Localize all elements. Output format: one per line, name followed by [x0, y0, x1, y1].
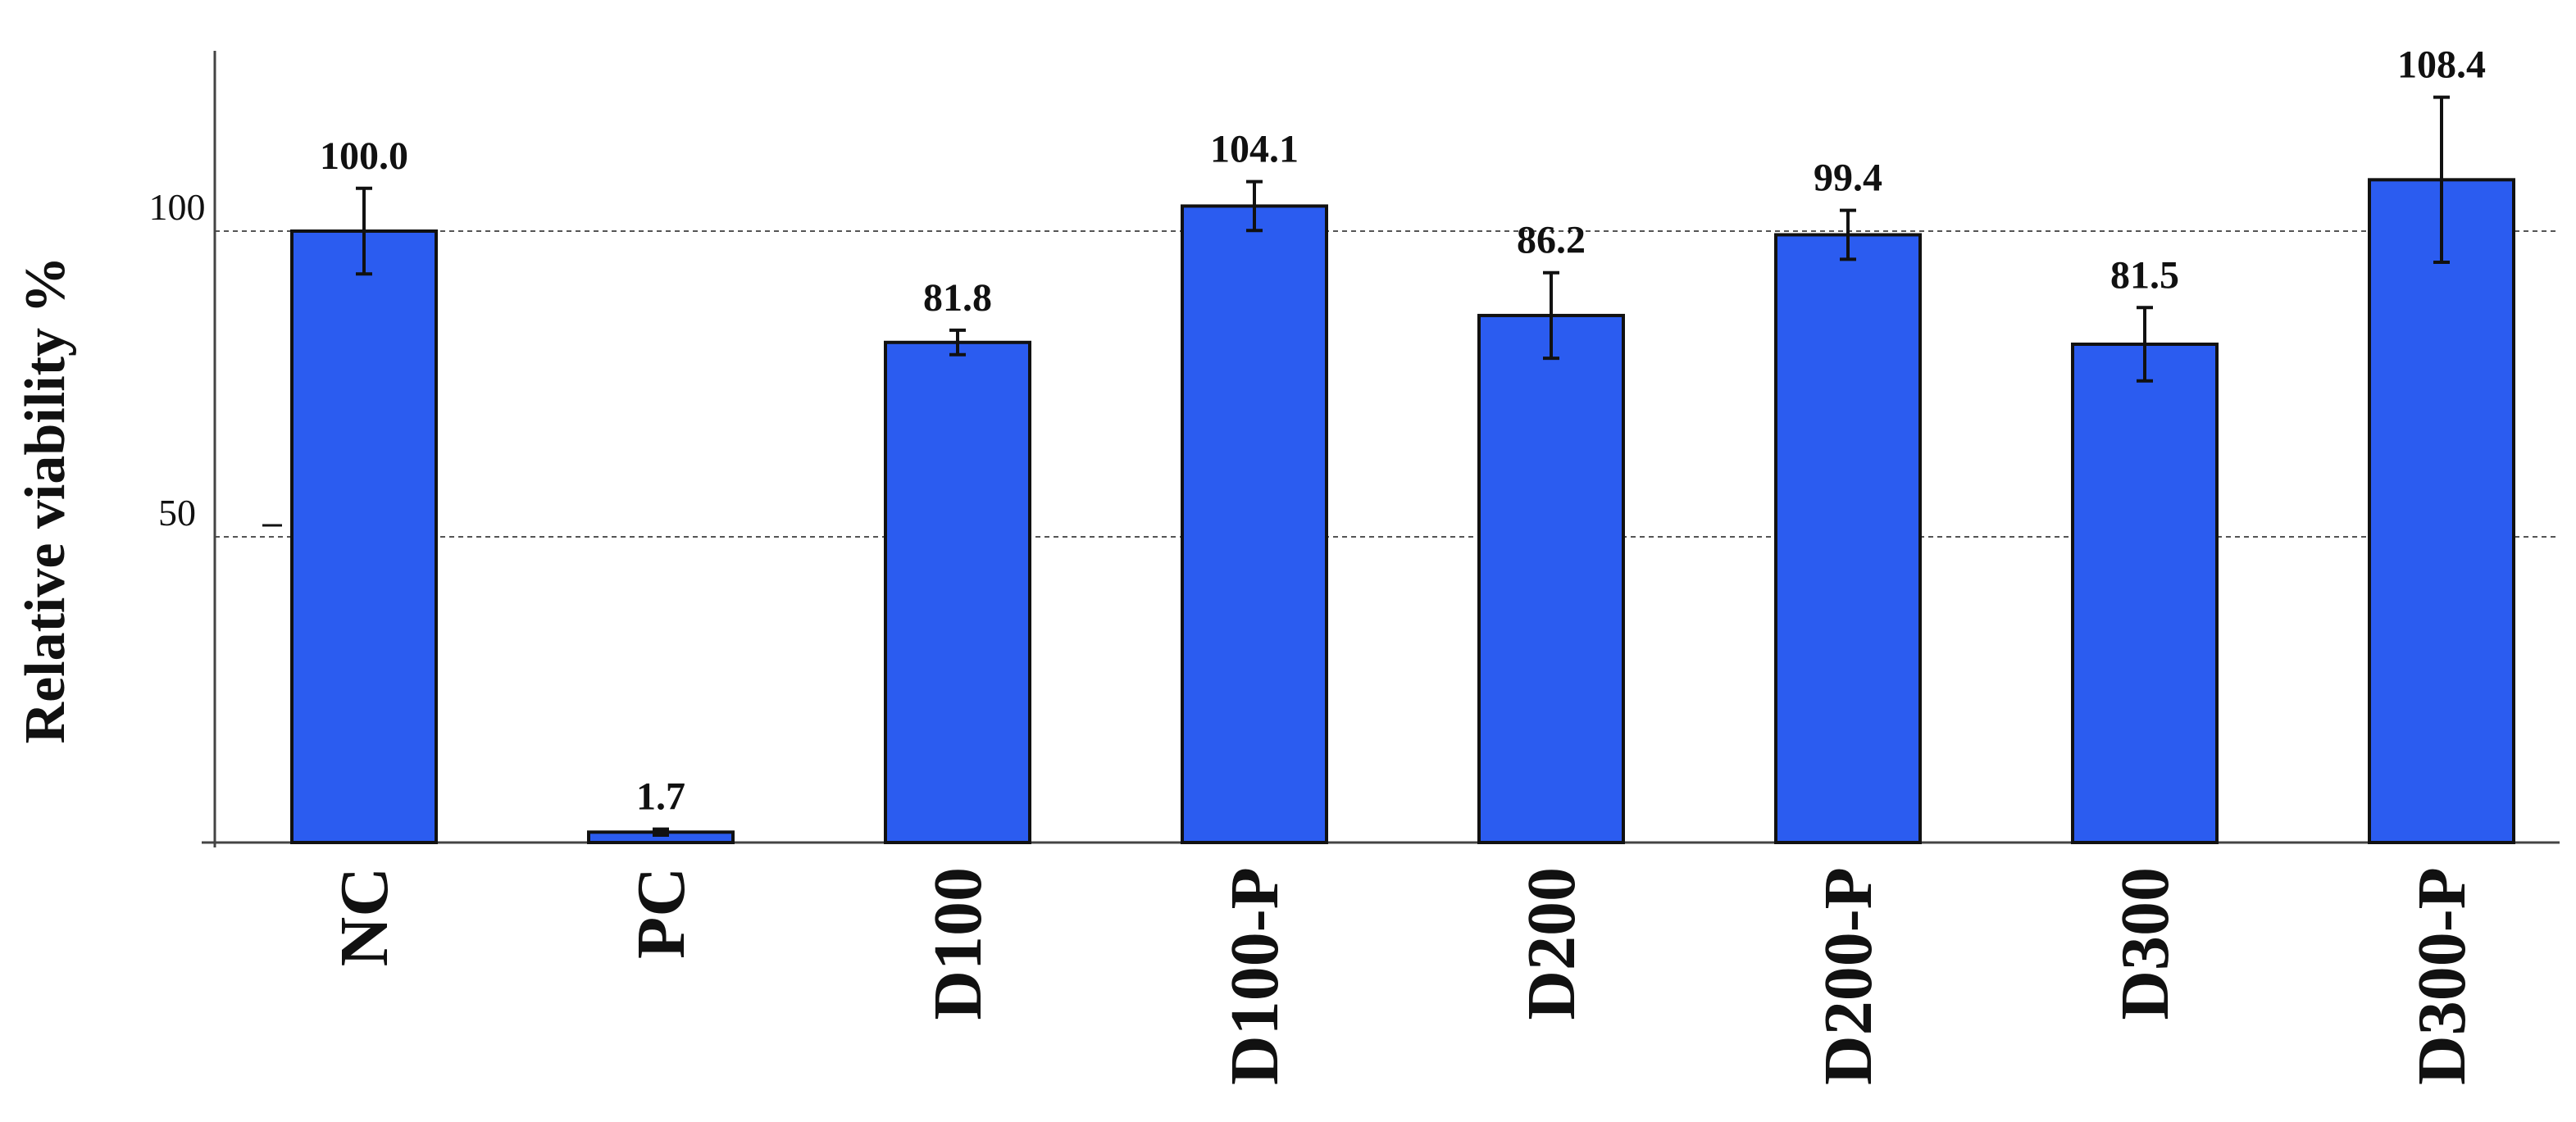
data-label-d200-p: 99.4	[1814, 157, 1882, 200]
data-label-d200: 86.2	[1517, 219, 1586, 262]
category-label-d300: D300	[2107, 867, 2183, 1020]
category-label-pc: PC	[623, 867, 699, 959]
category-label-d300-p: D300-P	[2404, 867, 2480, 1085]
category-label-d200: D200	[1513, 867, 1590, 1020]
y-tick-label-100: 100	[149, 186, 206, 228]
bar-d300-p	[2368, 178, 2515, 844]
bar-nc	[290, 229, 438, 844]
data-label-d100: 81.8	[923, 276, 992, 320]
y-axis-title: Relative viability %	[14, 257, 77, 744]
y-tick-label-50: 50	[158, 492, 196, 534]
data-label-d300-p: 108.4	[2397, 43, 2486, 87]
category-label-nc: NC	[326, 867, 403, 966]
category-label-d200-p: D200-P	[1810, 867, 1886, 1085]
category-label-d100: D100	[920, 867, 996, 1020]
data-label-d100-p: 104.1	[1210, 128, 1299, 171]
gridlines	[215, 230, 2560, 538]
data-label-d300: 81.5	[2110, 253, 2179, 297]
data-label-pc: 1.7	[636, 775, 685, 819]
bar-d100	[884, 340, 1031, 845]
bar-d100-p	[1181, 204, 1328, 844]
bars	[290, 95, 2515, 845]
bar-d200	[1477, 313, 1625, 844]
bar-d200-p	[1774, 233, 1922, 844]
bar-d300	[2071, 343, 2219, 844]
labels: 50 100 100.0 NC 1.7 PC 81.8 D100 104.1 D100-P 86.2…	[149, 43, 2487, 1085]
data-label-nc: 100.0	[320, 134, 408, 178]
category-label-d100-p: D100-P	[1217, 867, 1293, 1085]
